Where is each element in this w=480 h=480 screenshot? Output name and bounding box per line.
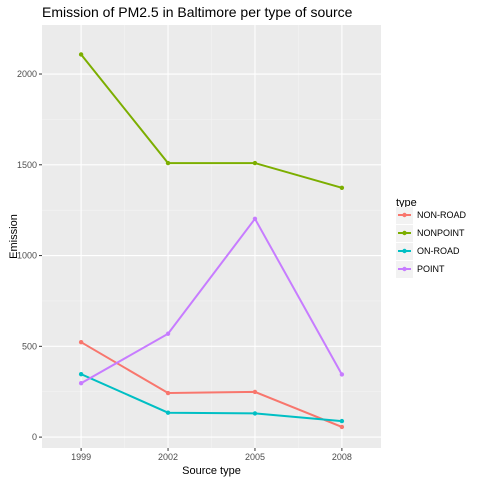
legend-item-non-road: NON-ROAD (396, 207, 466, 224)
x-axis: 1999 2002 2005 2008 (71, 448, 352, 462)
data-point-non-road (78, 339, 84, 345)
series-layer (78, 52, 345, 430)
data-point-on-road (165, 410, 171, 415)
legend-label: ON-ROAD (417, 246, 460, 256)
y-tick-label: 2000 (17, 69, 37, 79)
y-tick-label: 1500 (17, 160, 37, 170)
legend-item-nonpoint: NONPOINT (396, 225, 465, 242)
series-point (78, 216, 345, 386)
legend-items: NON-ROAD NONPOINT ON-ROAD POINT (396, 207, 466, 278)
data-point-point (252, 216, 258, 221)
series-line-on-road (80, 373, 342, 423)
legend-label: NON-ROAD (417, 210, 466, 220)
data-point-on-road (339, 418, 345, 424)
legend-key-point (402, 248, 407, 254)
legend-key-point (402, 266, 407, 272)
data-point-nonpoint (339, 185, 345, 191)
series-non-road (78, 339, 345, 430)
y-tick-label: 500 (22, 341, 37, 351)
legend-item-point: POINT (396, 261, 445, 278)
data-point-on-road (78, 371, 84, 377)
legend-title: type (396, 197, 417, 209)
x-tick-label: 1999 (71, 452, 91, 462)
data-point-point (78, 381, 84, 386)
legend-key-point (402, 212, 407, 218)
series-nonpoint (78, 52, 345, 191)
y-axis-title: Emission (8, 214, 20, 259)
data-point-point (165, 331, 171, 336)
data-point-non-road (252, 389, 258, 395)
x-tick-label: 2002 (158, 452, 178, 462)
data-point-on-road (252, 411, 258, 416)
data-point-non-road (339, 424, 345, 430)
y-tick-label: 1000 (17, 251, 37, 261)
data-point-nonpoint (165, 160, 171, 166)
legend-label: POINT (417, 264, 445, 274)
data-point-nonpoint (252, 160, 258, 166)
y-tick-label: 0 (32, 432, 37, 442)
legend-label: NONPOINT (417, 228, 465, 238)
major-gridlines (42, 25, 381, 448)
legend-key-point (402, 230, 407, 236)
y-axis: 0 500 1000 1500 2000 (17, 69, 42, 442)
x-tick-label: 2008 (332, 452, 352, 462)
series-line-point (80, 216, 343, 385)
chart-title: Emission of PM2.5 in Baltimore per type … (42, 4, 353, 20)
data-point-non-road (165, 390, 171, 396)
x-axis-title: Source type (182, 465, 241, 477)
series-line-non-road (80, 341, 343, 428)
data-point-point (339, 372, 345, 377)
series-on-road (78, 371, 345, 424)
legend-item-on-road: ON-ROAD (396, 243, 460, 260)
series-line-nonpoint (80, 53, 343, 189)
x-tick-label: 2005 (245, 452, 265, 462)
legend: type NON-ROAD NONPOINT ON-ROAD POINT (396, 197, 466, 278)
minor-gridlines (42, 25, 381, 448)
data-point-nonpoint (78, 52, 84, 57)
